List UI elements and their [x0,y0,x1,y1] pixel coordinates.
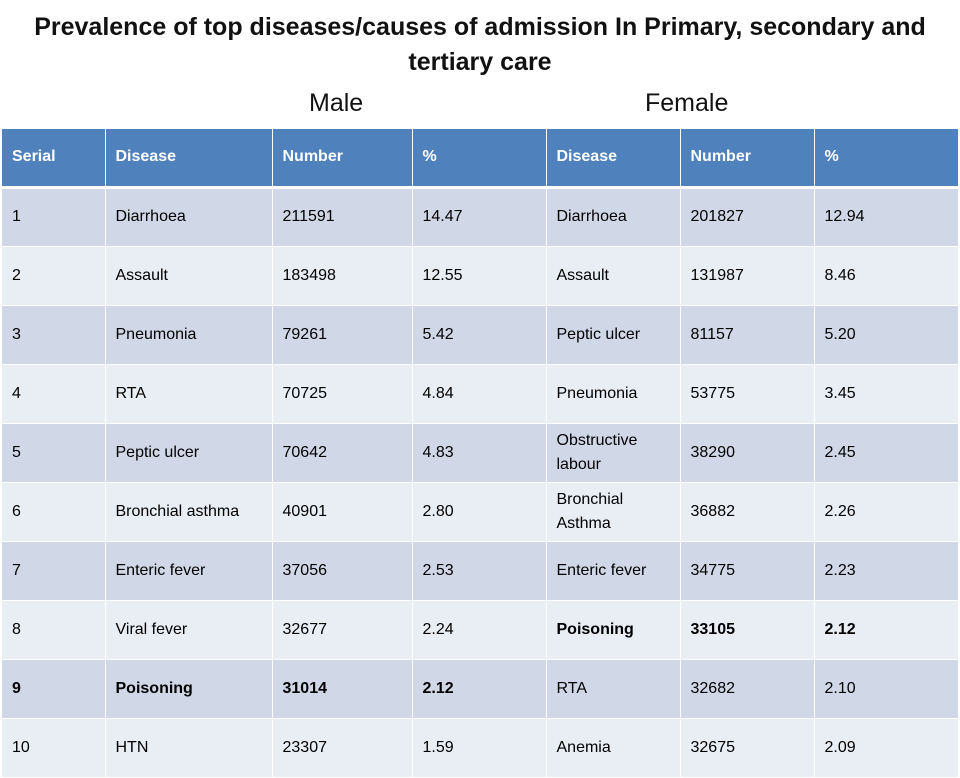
header-row: Serial Disease Number % Disease Number % [2,129,959,189]
male-disease-cell: Enteric fever [105,541,273,601]
serial-cell: 8 [2,600,106,660]
female-percent-cell: 8.46 [814,246,959,306]
female-percent-cell: 2.23 [814,541,959,601]
female-percent-cell: 2.26 [814,482,959,542]
male-percent-cell: 14.47 [412,187,547,247]
female-percent-cell: 5.20 [814,305,959,365]
serial-cell: 10 [2,718,106,778]
male-percent-cell: 4.83 [412,423,547,483]
serial-cell: 3 [2,305,106,365]
disease-table: Serial Disease Number % Disease Number %… [2,129,959,778]
male-percent-cell: 1.59 [412,718,547,778]
header-male-number: Number [272,129,413,189]
female-disease-cell: Bronchial Asthma [546,482,681,542]
serial-cell: 4 [2,364,106,424]
male-number-cell: 211591 [272,187,413,247]
male-disease-cell: Poisoning [105,659,273,719]
table-row: 9 Poisoning 31014 2.12 RTA 32682 2.10 [2,659,959,719]
female-number-cell: 53775 [680,364,815,424]
table-row: 5 Peptic ulcer 70642 4.83 Obstructive la… [2,423,959,483]
female-number-cell: 81157 [680,305,815,365]
male-disease-cell: HTN [105,718,273,778]
female-disease-cell: Pneumonia [546,364,681,424]
female-number-cell: 34775 [680,541,815,601]
male-percent-cell: 2.24 [412,600,547,660]
table-row: 7 Enteric fever 37056 2.53 Enteric fever… [2,541,959,601]
female-disease-cell: RTA [546,659,681,719]
slide-title: Prevalence of top diseases/causes of adm… [34,13,926,76]
male-number-cell: 70642 [272,423,413,483]
female-disease-cell: Enteric fever [546,541,681,601]
female-number-cell: 33105 [680,600,815,660]
table-row: 10 HTN 23307 1.59 Anemia 32675 2.09 [2,718,959,778]
table-row: 2 Assault 183498 12.55 Assault 131987 8.… [2,246,959,306]
female-number-cell: 131987 [680,246,815,306]
male-number-cell: 183498 [272,246,413,306]
male-percent-cell: 2.53 [412,541,547,601]
female-percent-cell: 3.45 [814,364,959,424]
male-percent-cell: 4.84 [412,364,547,424]
male-disease-cell: Viral fever [105,600,273,660]
female-disease-cell: Obstructive labour [546,423,681,483]
female-number-cell: 32682 [680,659,815,719]
male-number-cell: 31014 [272,659,413,719]
header-male-disease: Disease [105,129,273,189]
male-percent-cell: 2.12 [412,659,547,719]
female-percent-cell: 2.12 [814,600,959,660]
male-number-cell: 37056 [272,541,413,601]
male-number-cell: 23307 [272,718,413,778]
male-number-cell: 32677 [272,600,413,660]
table-row: 3 Pneumonia 79261 5.42 Peptic ulcer 8115… [2,305,959,365]
table-row: 8 Viral fever 32677 2.24 Poisoning 33105… [2,600,959,660]
male-label: Male [309,89,364,117]
female-disease-cell: Poisoning [546,600,681,660]
female-disease-cell: Anemia [546,718,681,778]
male-number-cell: 79261 [272,305,413,365]
male-disease-cell: Diarrhoea [105,187,273,247]
male-percent-cell: 2.80 [412,482,547,542]
female-disease-cell: Diarrhoea [546,187,681,247]
female-percent-cell: 12.94 [814,187,959,247]
serial-cell: 9 [2,659,106,719]
female-percent-cell: 2.45 [814,423,959,483]
serial-cell: 6 [2,482,106,542]
female-label: Female [645,89,729,117]
male-percent-cell: 5.42 [412,305,547,365]
header-serial: Serial [2,129,106,189]
serial-cell: 7 [2,541,106,601]
header-female-number: Number [680,129,815,189]
serial-cell: 1 [2,187,106,247]
male-disease-cell: Pneumonia [105,305,273,365]
female-number-cell: 36882 [680,482,815,542]
female-disease-cell: Peptic ulcer [546,305,681,365]
header-female-disease: Disease [546,129,681,189]
table-row: 1 Diarrhoea 211591 14.47 Diarrhoea 20182… [2,187,959,247]
table-row: 4 RTA 70725 4.84 Pneumonia 53775 3.45 [2,364,959,424]
female-number-cell: 32675 [680,718,815,778]
header-male-percent: % [412,129,547,189]
serial-cell: 5 [2,423,106,483]
male-disease-cell: Bronchial asthma [105,482,273,542]
female-percent-cell: 2.09 [814,718,959,778]
female-number-cell: 201827 [680,187,815,247]
female-disease-cell: Assault [546,246,681,306]
male-disease-cell: RTA [105,364,273,424]
male-disease-cell: Assault [105,246,273,306]
female-percent-cell: 2.10 [814,659,959,719]
male-disease-cell: Peptic ulcer [105,423,273,483]
table-row: 6 Bronchial asthma 40901 2.80 Bronchial … [2,482,959,542]
header-female-percent: % [814,129,959,189]
male-number-cell: 40901 [272,482,413,542]
male-number-cell: 70725 [272,364,413,424]
male-percent-cell: 12.55 [412,246,547,306]
serial-cell: 2 [2,246,106,306]
female-number-cell: 38290 [680,423,815,483]
